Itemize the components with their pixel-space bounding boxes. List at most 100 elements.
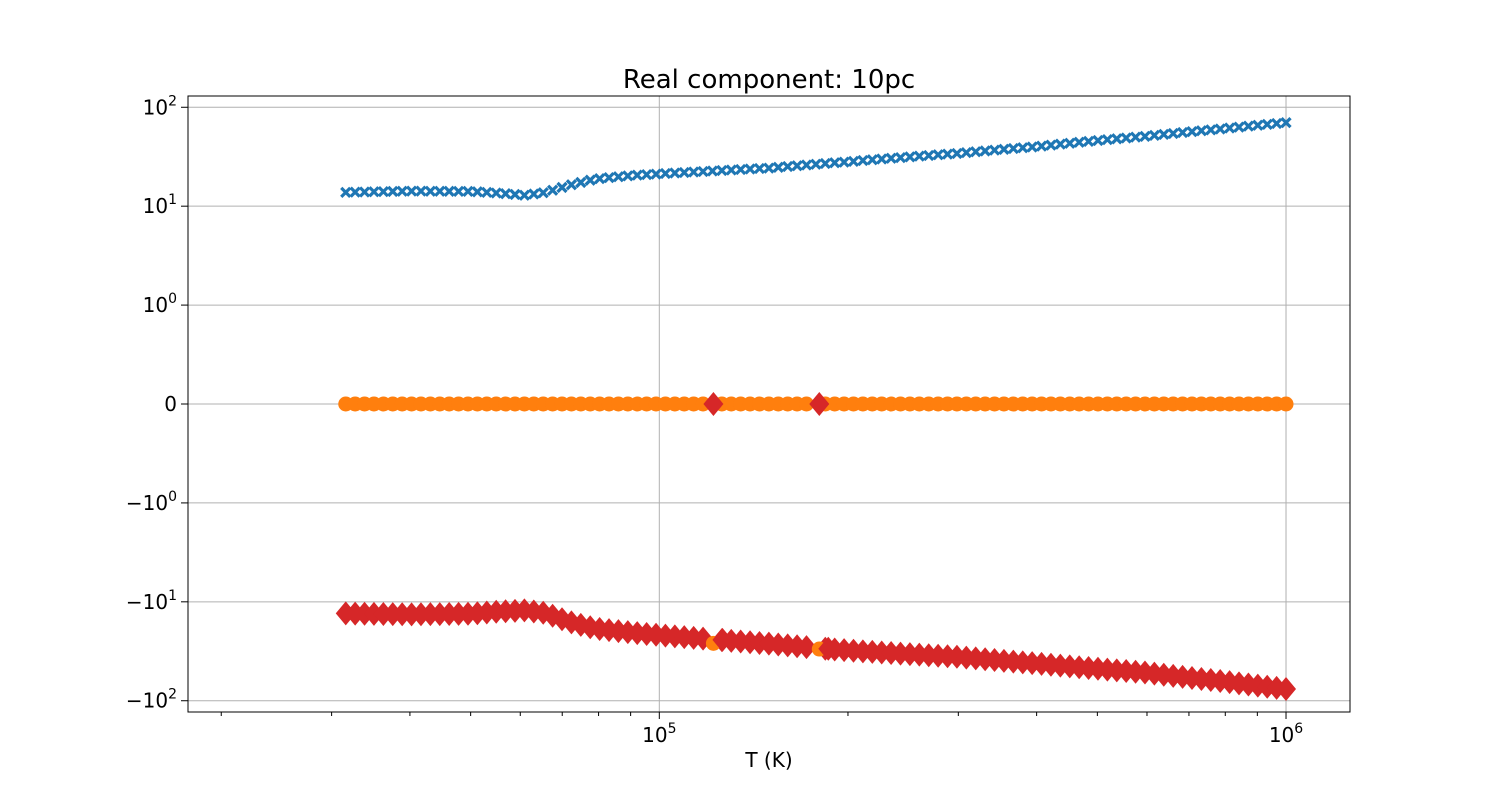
plot-area xyxy=(335,116,1297,701)
series-1-point xyxy=(1242,120,1255,132)
x-axis-label: T (K) xyxy=(744,748,792,772)
series-1-point xyxy=(659,167,672,180)
series-1-point xyxy=(829,157,841,169)
series-1-point xyxy=(1214,123,1226,135)
series-1-point xyxy=(537,187,549,199)
y-tick-label: −102 xyxy=(126,687,177,713)
series-1-point xyxy=(368,186,380,198)
series-1-point xyxy=(1176,126,1189,139)
series-1-point xyxy=(838,156,850,168)
series-1-point xyxy=(885,152,897,164)
series-1-point xyxy=(669,167,681,179)
series-1-point xyxy=(772,161,784,173)
series-1-point xyxy=(735,163,747,176)
series-1-point xyxy=(876,153,888,165)
series-1-point xyxy=(960,146,972,159)
series-1-point xyxy=(1139,130,1151,142)
series-1-point xyxy=(424,185,437,197)
series-1-point xyxy=(415,185,427,197)
series-1-point xyxy=(1261,118,1273,130)
series-1-point xyxy=(575,176,587,189)
series-1-point xyxy=(434,185,446,197)
series-1-point xyxy=(1017,142,1029,154)
series-1-point xyxy=(678,166,690,179)
series-1-point xyxy=(1280,116,1292,129)
series-1-point xyxy=(688,166,700,178)
series-1-point xyxy=(725,164,737,176)
series-1-point xyxy=(763,162,775,174)
series-1-point xyxy=(452,185,465,197)
series-2-point xyxy=(798,396,814,412)
series-1-point xyxy=(490,187,502,199)
axis-ticks: 105 106 102 101 100 0 −100 −101 −102 xyxy=(126,93,1303,747)
series-1-point xyxy=(481,186,493,199)
series-1-point xyxy=(857,154,869,167)
series-1-point xyxy=(782,160,794,173)
series-1-point xyxy=(998,143,1010,155)
series-1-point xyxy=(894,151,907,164)
series-3-point xyxy=(809,392,830,416)
series-1-point xyxy=(988,144,1001,156)
chart-title: Real component: 10pc xyxy=(623,65,915,95)
series-1-point xyxy=(603,172,615,184)
series-1-point xyxy=(443,185,455,197)
series-1-point xyxy=(528,188,540,200)
series-1-point xyxy=(1158,128,1170,141)
series-1-point xyxy=(1195,125,1208,137)
series-1-point xyxy=(565,179,578,191)
series-1-point xyxy=(847,155,860,167)
series-1-point xyxy=(866,154,878,166)
series-1-point xyxy=(546,184,559,196)
series-1-point xyxy=(396,185,408,197)
y-tick-label: −101 xyxy=(126,588,177,614)
y-tick-label: 102 xyxy=(143,93,177,119)
series-1-point xyxy=(932,149,944,161)
series-1-point xyxy=(1129,131,1142,143)
series-1-point xyxy=(1082,135,1095,148)
series-1-point xyxy=(1205,124,1217,136)
series-2-point xyxy=(1278,396,1294,412)
series-1-point xyxy=(1148,129,1161,142)
series-1-point xyxy=(1111,133,1123,145)
series-1-point xyxy=(1064,137,1076,149)
series-1-point xyxy=(612,171,625,183)
series-1-point xyxy=(941,148,954,160)
series-1-point xyxy=(349,186,361,198)
series-1-point xyxy=(1092,134,1104,147)
series-1-point xyxy=(970,146,982,158)
series-1-point xyxy=(593,172,606,185)
series-1-point xyxy=(1223,122,1236,134)
series-3-point xyxy=(1276,676,1297,701)
series-1-point xyxy=(650,168,662,180)
series-1-point xyxy=(1186,125,1198,138)
series-1-point xyxy=(405,185,418,197)
series-1-point xyxy=(509,188,521,201)
series-1-point xyxy=(584,174,596,186)
series-1-point xyxy=(923,149,935,162)
y-tick-label: −100 xyxy=(126,489,177,515)
series-1-point xyxy=(697,165,709,178)
series-1-point xyxy=(1035,140,1048,152)
series-1-point xyxy=(1270,117,1283,130)
series-1-point xyxy=(499,188,512,200)
series-1-point xyxy=(358,186,371,198)
series-1-point xyxy=(913,150,925,162)
series-1-point xyxy=(641,168,653,181)
series-1-point xyxy=(377,185,389,198)
series-1-point xyxy=(1073,136,1085,148)
series-1-point xyxy=(1045,139,1057,151)
y-tick-label: 101 xyxy=(143,192,177,218)
series-1-point xyxy=(800,159,813,171)
series-1-point xyxy=(1167,127,1179,140)
y-tick-label: 100 xyxy=(143,291,177,317)
series-1-point xyxy=(1007,142,1019,155)
series-3-point xyxy=(818,636,839,661)
series-1-point xyxy=(904,151,916,163)
series-1-point xyxy=(744,163,756,175)
series-3-point xyxy=(796,635,817,660)
x-tick-label: 106 xyxy=(1269,721,1303,747)
series-3-point xyxy=(703,392,724,416)
series-1-point xyxy=(1252,119,1264,131)
series-1-point xyxy=(1026,141,1038,153)
